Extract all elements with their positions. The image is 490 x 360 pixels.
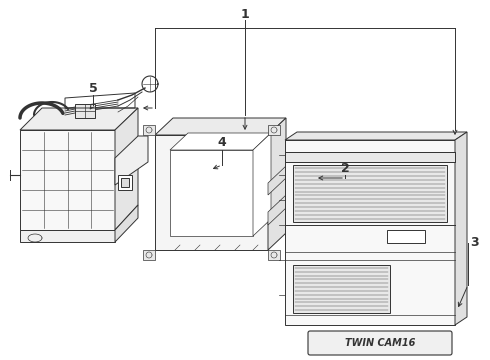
Polygon shape [143, 250, 155, 260]
Polygon shape [170, 133, 271, 150]
Polygon shape [285, 132, 467, 140]
Polygon shape [285, 140, 455, 325]
Polygon shape [293, 265, 390, 313]
Polygon shape [268, 250, 280, 260]
Polygon shape [115, 108, 138, 230]
Polygon shape [115, 136, 148, 185]
Polygon shape [121, 178, 129, 187]
FancyBboxPatch shape [308, 331, 452, 355]
Polygon shape [118, 175, 132, 190]
Text: 1: 1 [241, 9, 249, 22]
Polygon shape [20, 130, 115, 230]
Polygon shape [268, 125, 280, 135]
Polygon shape [115, 205, 138, 242]
Text: 5: 5 [89, 81, 98, 94]
Polygon shape [170, 150, 253, 236]
Text: 3: 3 [470, 237, 479, 249]
Text: 2: 2 [341, 162, 349, 175]
Polygon shape [20, 108, 138, 130]
Polygon shape [268, 166, 286, 195]
Polygon shape [155, 135, 268, 250]
Polygon shape [155, 118, 286, 135]
Polygon shape [455, 132, 467, 325]
Polygon shape [268, 195, 286, 225]
Polygon shape [143, 125, 155, 135]
Polygon shape [387, 230, 425, 243]
Polygon shape [253, 133, 271, 236]
Text: 4: 4 [218, 136, 226, 149]
Text: TWIN CAM16: TWIN CAM16 [345, 338, 415, 348]
Polygon shape [293, 165, 447, 222]
Polygon shape [75, 104, 95, 118]
Polygon shape [20, 230, 115, 242]
Polygon shape [285, 152, 455, 162]
Polygon shape [268, 118, 286, 250]
